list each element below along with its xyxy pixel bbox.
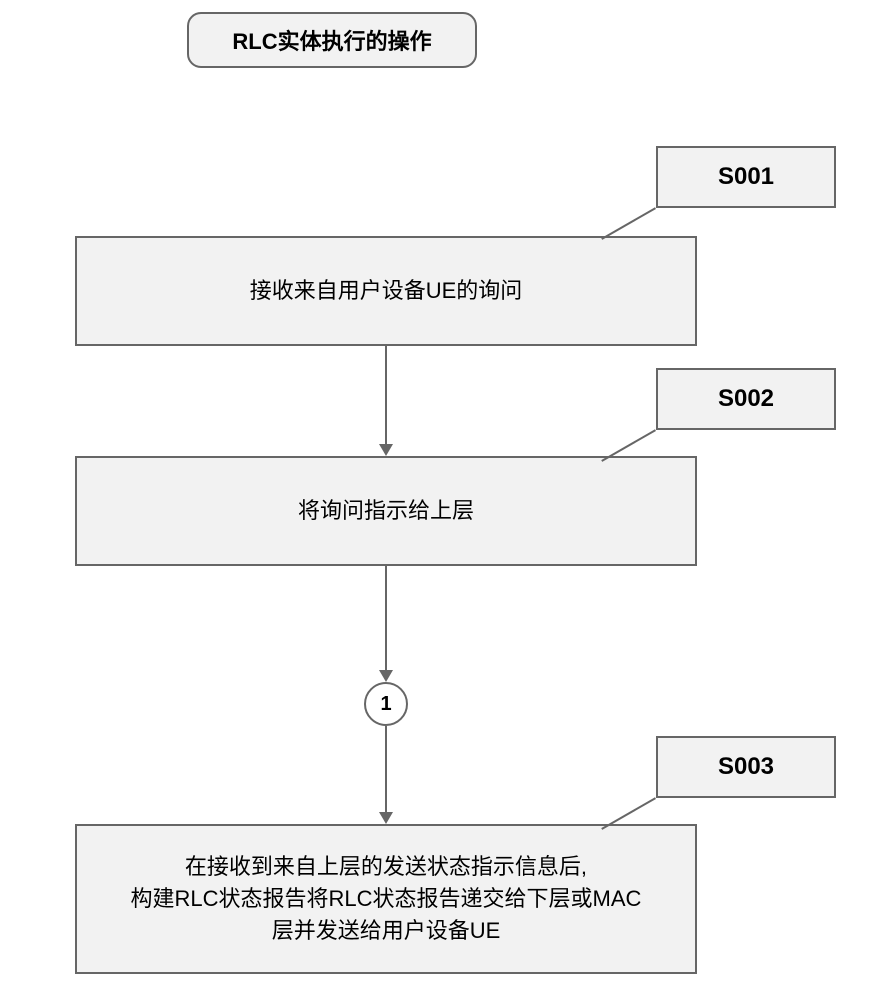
step-s003-line2: 构建RLC状态报告将RLC状态报告递交给下层或MAC: [131, 886, 642, 911]
connector-circle: 1: [364, 682, 408, 726]
arrow-3-line: [385, 726, 387, 814]
arrow-3-head: [379, 812, 393, 824]
diagram-canvas: RLC实体执行的操作 接收来自用户设备UE的询问 将询问指示给上层 在接收到来自…: [0, 0, 874, 1000]
step-s003-line3: 层并发送给用户设备UE: [272, 918, 501, 943]
label-s003: S003: [656, 736, 836, 798]
arrow-1-head: [379, 444, 393, 456]
label-s001: S001: [656, 146, 836, 208]
arrow-2-line: [385, 566, 387, 672]
step-s003: 在接收到来自上层的发送状态指示信息后, 构建RLC状态报告将RLC状态报告递交给…: [75, 824, 697, 974]
step-s002: 将询问指示给上层: [75, 456, 697, 566]
step-s003-line1: 在接收到来自上层的发送状态指示信息后,: [185, 854, 587, 879]
step-s003-text: 在接收到来自上层的发送状态指示信息后, 构建RLC状态报告将RLC状态报告递交给…: [131, 851, 642, 947]
arrow-1-line: [385, 346, 387, 446]
diagram-title: RLC实体执行的操作: [187, 12, 477, 68]
arrow-2-head: [379, 670, 393, 682]
step-s001: 接收来自用户设备UE的询问: [75, 236, 697, 346]
label-s002: S002: [656, 368, 836, 430]
